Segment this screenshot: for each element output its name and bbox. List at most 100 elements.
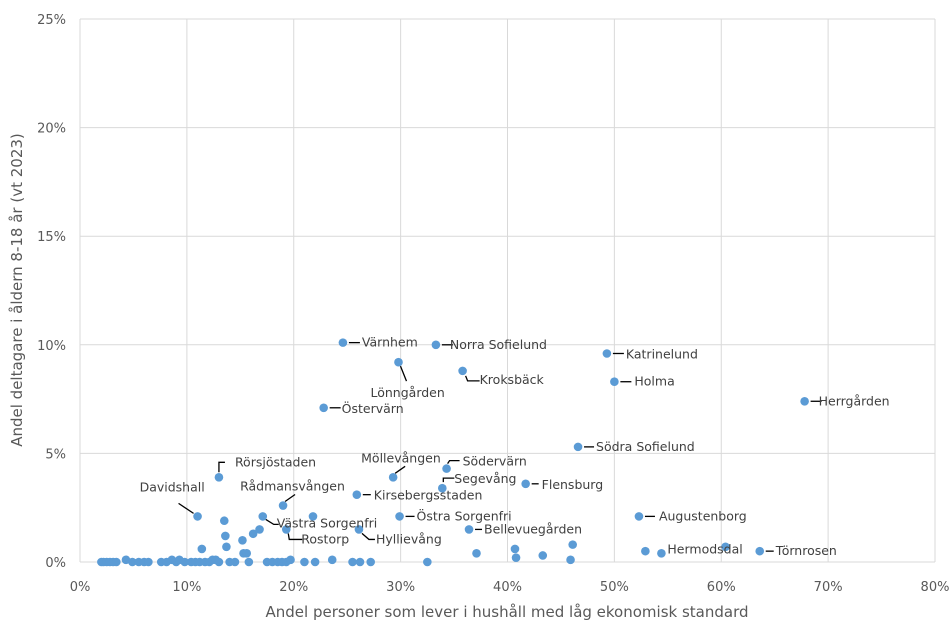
point-label: Norra Sofielund [450,337,547,352]
label-leader-lines [178,341,822,552]
data-point [219,516,229,526]
point-label: Möllevången [361,450,441,465]
x-tick-label: 40% [493,580,522,595]
gridlines [79,18,936,563]
data-point [180,557,190,567]
x-tick-label: 50% [600,580,629,595]
data-point [308,512,318,521]
x-tick-label: 30% [386,580,415,595]
point-label: Herrgården [819,393,890,408]
y-tick-label: 25% [37,13,66,28]
data-point [721,542,730,552]
x-axis-title: Andel personer som lever i hushåll med l… [265,603,748,621]
data-point [394,357,403,367]
label-leader-line [399,365,408,382]
point-label: Kroksbäck [480,372,545,387]
data-point [511,553,521,562]
data-point [258,512,268,521]
data-point [395,512,404,521]
data-points [97,338,809,567]
label-leader-line [265,518,279,526]
data-point [657,549,666,558]
data-point [338,338,348,347]
point-label: Augustenborg [659,508,747,523]
data-point [214,472,224,482]
point-label: Kirsebergsstaden [374,488,483,503]
data-point [286,555,295,565]
point-label: Östra Sorgenfri [417,507,512,523]
data-point [388,472,398,482]
label-leader-line [218,461,225,473]
point-label: Katrinelund [626,346,698,361]
data-point [800,396,809,406]
data-point [472,549,481,558]
point-label: Hermodsdal [667,541,742,556]
point-label: Östervärn [342,400,404,416]
data-point [423,557,432,567]
data-point [566,555,575,565]
x-tick-label: 70% [814,580,843,595]
y-tick-label: 20% [37,122,66,137]
point-label: Värnhem [362,335,418,350]
label-leader-line [178,502,194,514]
data-point [602,349,612,358]
point-label: Törnrosen [775,543,837,558]
x-tick-label: 0% [70,580,91,595]
label-leader-line [465,375,480,382]
point-label: Västra Sorgenfri [277,515,378,530]
data-point [442,464,451,473]
data-point [352,490,362,499]
data-point [214,557,224,567]
point-label: Lönngården [370,385,444,400]
label-leader-line [442,477,455,483]
data-point [242,549,252,558]
data-point [281,525,291,534]
data-point [128,557,137,567]
data-point [144,557,153,567]
y-tick-label: 10% [37,339,66,354]
data-point [458,366,467,376]
data-point [197,544,207,554]
data-point [221,531,230,541]
data-point [348,557,357,567]
data-point [193,512,202,521]
data-point [300,557,309,567]
point-label: Flensburg [542,477,604,492]
point-labels: Värnhem Norra Sofielund Lönngården Kroksbäc… [140,335,890,559]
point-label: Hyllievång [376,531,442,546]
data-point [355,557,365,567]
tick-labels: 0% 10% 20% 30% 40% 50% 60% 70% 80% 0% 5% 10% 15% 20% 2… [37,13,949,595]
data-point [464,525,474,534]
point-label: Rostorp [301,531,349,546]
data-point [244,557,254,567]
data-point [610,377,619,387]
point-label: Davidshall [140,479,205,494]
y-tick-label: 0% [45,556,66,571]
y-tick-label: 15% [37,230,66,245]
x-tick-label: 60% [707,580,736,595]
label-leader-line [287,533,303,541]
data-point [319,403,328,413]
label-leader-line [284,493,296,503]
data-point [755,546,765,556]
data-point [230,557,240,567]
data-point [438,483,447,493]
x-tick-label: 20% [279,580,308,595]
data-point [538,551,548,560]
data-point [641,546,650,556]
data-point [278,501,288,510]
point-label: Södra Sofielund [596,439,695,454]
data-point [431,340,441,350]
data-point [112,557,121,567]
point-label: Bellevuegården [484,521,582,536]
data-point [248,529,258,539]
x-tick-label: 10% [172,580,201,595]
data-point [573,442,583,452]
y-axis-title: Andel deltagare i åldern 8-18 år (vt 202… [8,133,26,447]
data-point [222,542,231,552]
y-tick-label: 5% [45,447,66,462]
point-label: Holma [634,374,674,389]
point-label: Södervärn [463,454,527,469]
data-point [255,525,264,534]
